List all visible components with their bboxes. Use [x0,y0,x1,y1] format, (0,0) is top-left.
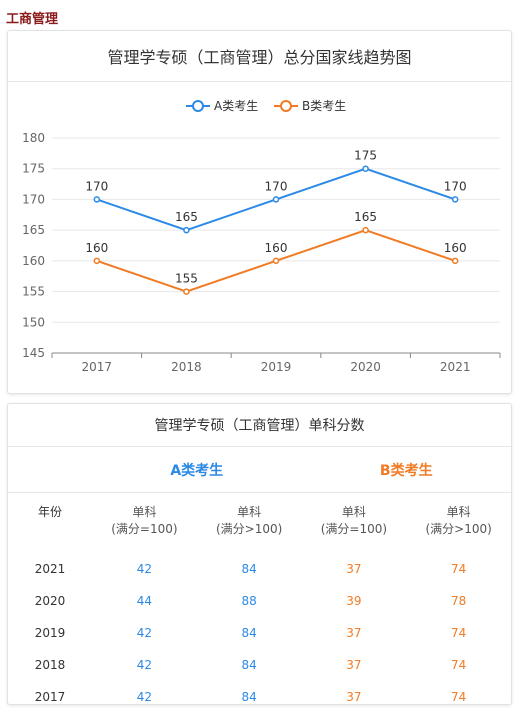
y-tick-label: 150 [22,315,45,329]
x-tick-label: 2020 [350,360,381,374]
y-tick-label: 180 [22,131,45,145]
table-header-row: 年份 单科 (满分=100) 单科 (满分>100) 单科 (满分=100) 单科 (满… [8,493,511,553]
chart-title: 管理学专硕（工商管理）总分国家线趋势图 [8,31,511,82]
y-tick-label: 160 [22,254,45,268]
x-tick-label: 2018 [171,360,202,374]
column-header: 单科 (满分>100) [215,505,283,536]
score-cell: 74 [450,690,467,704]
x-tick-label: 2017 [82,360,113,374]
score-cell: 74 [450,562,467,576]
group-b-label: B类考生 [379,462,433,479]
legend-marker [192,100,204,112]
line-chart: 145 150 155 160 165 170 175 180 2017 2018 2019 2020… [22,99,501,374]
y-tick-label: 175 [22,162,45,176]
score-cell: 37 [346,690,362,704]
data-point [272,257,280,265]
page-title: 工商管理 [6,12,59,27]
year-cell: 2018 [34,658,66,672]
data-point [183,288,190,295]
data-label: 160 [85,241,108,255]
table-row: 2018 42 84 37 74 [8,649,511,681]
y-tick-label: 165 [22,223,45,237]
data-label: 165 [354,210,377,224]
data-label: 170 [265,179,288,193]
y-tick-label: 145 [22,346,45,360]
group-a-label: A类考生 [170,462,224,479]
data-label: 175 [354,149,377,163]
score-cell: 88 [241,594,257,608]
data-point [451,196,459,203]
year-cell: 2017 [34,690,66,704]
score-cell: 42 [136,690,153,704]
score-cell: 74 [450,626,467,640]
score-cell: 39 [346,594,362,608]
score-cell: 37 [346,658,362,672]
score-cell: 84 [241,626,257,640]
score-cell: 42 [136,626,153,640]
table-title: 管理学专硕（工商管理）单科分数 [8,404,511,447]
legend-label: B类考生 [302,99,346,113]
data-label: 155 [175,272,198,286]
legend-marker [280,100,292,112]
data-point [362,165,369,172]
data-point [451,257,459,265]
data-label: 160 [444,241,467,255]
data-point [93,196,101,203]
column-header: 单科 (满分>100) [425,505,492,536]
score-cell: 37 [346,626,362,640]
x-tick-label: 2019 [261,360,292,374]
score-table-card: 管理学专硕（工商管理）单科分数 A类考生 B类考生 年份 单科 (满分=100) … [7,403,512,705]
data-point [272,196,280,203]
data-point [362,226,369,234]
legend-label: A类考生 [214,99,258,113]
score-cell: 42 [136,658,153,672]
y-tick-label: 170 [22,192,45,206]
x-tick-label: 2021 [440,360,471,374]
score-cell: 84 [241,658,257,672]
score-cell: 37 [346,562,362,576]
score-cell: 74 [450,658,467,672]
table-row: 2020 44 88 39 78 [8,585,511,617]
data-label: 170 [85,179,108,193]
data-point [93,257,101,265]
score-cell: 84 [241,690,257,704]
y-tick-label: 155 [22,285,45,299]
score-cell: 78 [450,594,467,608]
table-row: 2019 42 84 37 74 [8,617,511,649]
year-cell: 2020 [34,594,66,608]
year-cell: 2021 [34,562,66,576]
column-header: 单科 (满分=100) [320,505,388,536]
table-row: 2017 42 84 37 74 [8,681,511,713]
score-cell: 42 [136,562,153,576]
table-group-row: A类考生 B类考生 [8,447,511,493]
column-header: 单科 (满分=100) [111,505,178,536]
data-label: 170 [444,179,467,193]
score-cell: 84 [241,562,257,576]
year-header: 年份 [37,505,62,519]
data-label: 160 [265,241,288,255]
data-point [183,226,190,234]
table-row: 2021 42 84 37 74 [8,553,511,585]
chart-card: 管理学专硕（工商管理）总分国家线趋势图 145 150 155 160 165 170 17… [7,30,512,394]
score-cell: 44 [136,594,153,608]
data-label: 165 [175,210,198,224]
year-cell: 2019 [34,626,66,640]
